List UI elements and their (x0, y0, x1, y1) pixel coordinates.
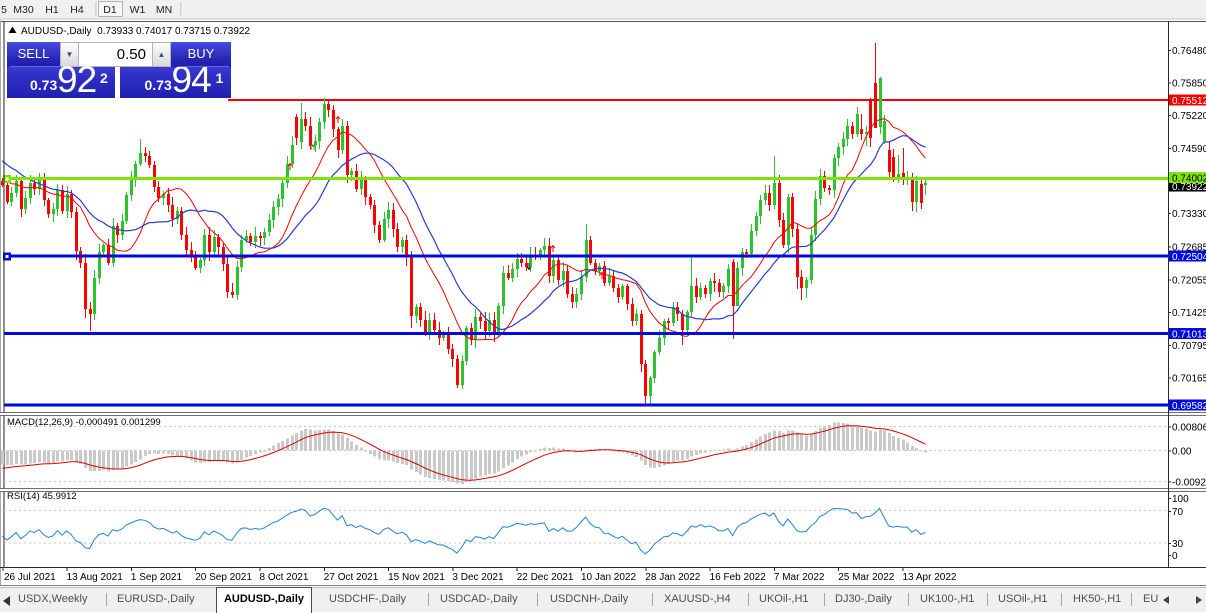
svg-text:0.008061: 0.008061 (1172, 423, 1206, 434)
svg-text:100: 100 (1172, 494, 1189, 505)
svg-text:H1: H1 (45, 4, 59, 16)
svg-text:26 Jul 2021: 26 Jul 2021 (4, 572, 56, 583)
svg-text:0.72055: 0.72055 (1172, 275, 1206, 286)
svg-text:13 Aug 2021: 13 Aug 2021 (67, 572, 124, 583)
svg-text:15 Nov 2021: 15 Nov 2021 (388, 572, 445, 583)
svg-text:W1: W1 (130, 4, 146, 16)
svg-text:0.70165: 0.70165 (1172, 374, 1206, 385)
svg-text:MN: MN (156, 4, 172, 16)
svg-text:7 Mar 2022: 7 Mar 2022 (774, 572, 825, 583)
svg-text:0.69582: 0.69582 (1172, 401, 1206, 412)
svg-text:H4: H4 (70, 4, 84, 16)
svg-text:0.71013: 0.71013 (1172, 329, 1206, 340)
svg-text:0.70795: 0.70795 (1172, 341, 1206, 352)
svg-text:16 Feb 2022: 16 Feb 2022 (710, 572, 767, 583)
svg-text:20 Sep 2021: 20 Sep 2021 (195, 572, 252, 583)
svg-text:22 Dec 2021: 22 Dec 2021 (517, 572, 574, 583)
svg-text:28 Jan 2022: 28 Jan 2022 (645, 572, 700, 583)
svg-text:0.72685: 0.72685 (1172, 243, 1206, 254)
svg-text:0.73330: 0.73330 (1172, 209, 1206, 220)
svg-text:0.00: 0.00 (1172, 447, 1192, 458)
svg-text:5: 5 (1, 4, 7, 16)
svg-text:0.75850: 0.75850 (1172, 78, 1206, 89)
svg-text:D1: D1 (103, 4, 117, 16)
svg-text:70: 70 (1172, 507, 1184, 518)
svg-text:0.75220: 0.75220 (1172, 111, 1206, 122)
svg-text:0: 0 (1172, 551, 1178, 562)
svg-text:0.75512: 0.75512 (1172, 96, 1206, 107)
svg-text:30: 30 (1172, 539, 1184, 550)
svg-text:MACD(12,26,9) -0.000491 0.0012: MACD(12,26,9) -0.000491 0.001299 (7, 417, 161, 428)
svg-text:0.71425: 0.71425 (1172, 308, 1206, 319)
svg-text:10 Jan 2022: 10 Jan 2022 (581, 572, 636, 583)
svg-text:0.76480: 0.76480 (1172, 46, 1206, 57)
svg-text:M30: M30 (13, 4, 34, 16)
svg-text:25 Mar 2022: 25 Mar 2022 (838, 572, 895, 583)
svg-text:27 Oct 2021: 27 Oct 2021 (324, 572, 379, 583)
svg-text:8 Oct 2021: 8 Oct 2021 (260, 572, 309, 583)
svg-text:1 Sep 2021: 1 Sep 2021 (131, 572, 183, 583)
svg-text:RSI(14) 45.9912: RSI(14) 45.9912 (7, 491, 77, 502)
svg-text:0.73922: 0.73922 (1172, 182, 1206, 193)
svg-text:0.72504: 0.72504 (1172, 252, 1206, 263)
svg-text:13 Apr 2022: 13 Apr 2022 (903, 572, 957, 583)
svg-text:0.74002: 0.74002 (1172, 173, 1206, 184)
svg-text:AUDUSD-,Daily 0.73933 0.74017: AUDUSD-,Daily 0.73933 0.74017 0.73715 0.… (21, 26, 250, 37)
svg-text:0.74590: 0.74590 (1172, 144, 1206, 155)
svg-text:3 Dec 2021: 3 Dec 2021 (452, 572, 504, 583)
svg-text:-0.00928: -0.00928 (1172, 478, 1206, 489)
